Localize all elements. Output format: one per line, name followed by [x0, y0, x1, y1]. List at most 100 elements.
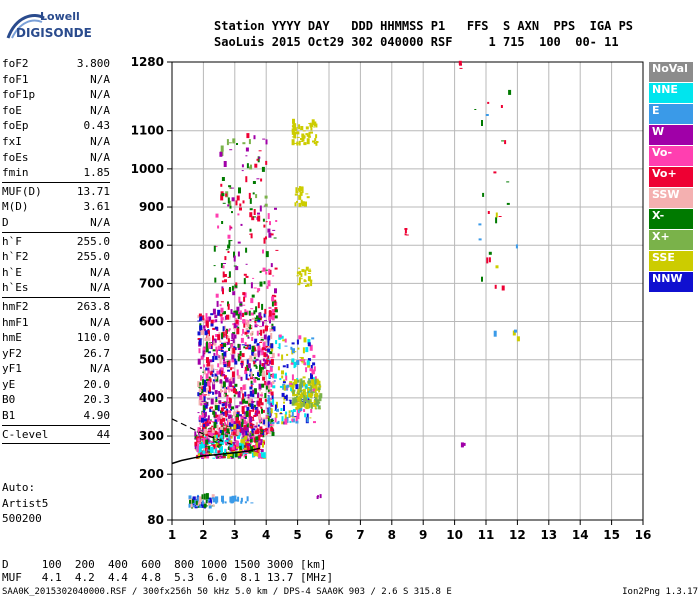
echo-point	[226, 428, 230, 434]
echo-point	[212, 379, 215, 384]
echo-point	[261, 383, 265, 388]
echo-point	[265, 428, 268, 431]
echo-point	[305, 395, 307, 398]
echo-point	[227, 386, 230, 390]
echo-point	[303, 392, 307, 395]
echo-point	[222, 373, 225, 376]
echo-point	[256, 315, 259, 320]
echo-point	[285, 411, 288, 415]
echo-point	[198, 348, 201, 354]
echo-point	[230, 418, 234, 424]
echo-point	[315, 399, 319, 406]
echo-point	[272, 399, 275, 405]
echo-point	[240, 223, 243, 226]
auto-code: 500200	[2, 512, 42, 525]
echo-point	[299, 400, 302, 407]
echo-point	[193, 499, 197, 504]
echo-point	[268, 306, 272, 309]
echo-point	[237, 496, 240, 502]
echo-point	[204, 369, 206, 375]
echo-point	[298, 408, 301, 410]
echo-point	[223, 361, 227, 367]
echo-point	[260, 457, 264, 459]
echo-point	[209, 432, 213, 435]
echo-point	[210, 498, 213, 504]
echo-point	[311, 369, 314, 375]
echo-point	[237, 213, 240, 216]
echo-point	[211, 373, 214, 377]
echo-point	[207, 428, 211, 430]
legend-item-sse: SSE	[649, 251, 693, 271]
echo-point	[307, 388, 310, 391]
echo-point	[487, 211, 490, 214]
echo-point	[310, 131, 313, 134]
echo-point	[214, 373, 218, 378]
echo-point	[190, 501, 194, 508]
param-separator	[2, 296, 110, 298]
echo-point	[263, 224, 266, 228]
echo-point	[201, 455, 205, 458]
echo-point	[208, 378, 212, 383]
echo-point	[284, 338, 287, 343]
y-tick-label: 500	[139, 353, 164, 367]
echo-point	[317, 387, 320, 391]
y-tick-label: 900	[139, 200, 164, 214]
echo-point	[207, 359, 210, 365]
echo-point	[212, 383, 216, 390]
echo-point	[247, 394, 251, 397]
echo-point	[269, 351, 273, 355]
echo-point	[237, 314, 240, 319]
echo-point	[262, 329, 265, 334]
echo-point	[223, 263, 226, 264]
echo-point	[188, 495, 192, 500]
echo-point	[245, 176, 248, 183]
echo-point	[299, 359, 303, 362]
param-name: h`Es	[2, 281, 29, 295]
echo-point	[219, 151, 223, 157]
echo-point	[293, 366, 296, 369]
echo-point	[289, 400, 292, 405]
echo-point	[208, 445, 210, 451]
echo-point	[259, 281, 263, 287]
echo-point	[298, 277, 301, 284]
echo-point	[310, 280, 313, 287]
echo-point	[221, 439, 224, 445]
echo-point	[246, 394, 249, 396]
echo-point	[225, 377, 229, 383]
echo-point	[267, 385, 271, 390]
echo-points	[188, 60, 520, 509]
echo-point	[220, 413, 224, 416]
echo-point	[233, 424, 236, 430]
echo-point	[264, 398, 267, 402]
echo-point	[241, 443, 244, 449]
echo-point	[242, 313, 245, 317]
echo-point	[259, 205, 262, 212]
echo-point	[306, 417, 309, 423]
echo-point	[228, 185, 232, 188]
echo-point	[265, 271, 268, 275]
echo-point	[250, 403, 254, 405]
echo-point	[245, 373, 248, 380]
echo-point	[241, 334, 243, 336]
echo-point	[305, 367, 308, 373]
echo-point	[227, 251, 230, 253]
echo-point	[294, 403, 298, 406]
echo-point	[208, 376, 211, 379]
echo-point	[213, 440, 217, 443]
echo-point	[290, 387, 293, 392]
echo-point	[219, 355, 223, 360]
echo-point	[226, 366, 230, 368]
echo-point	[307, 358, 311, 362]
echo-point	[206, 422, 210, 426]
param-separator	[2, 443, 110, 445]
echo-point	[225, 432, 229, 435]
echo-point	[207, 449, 210, 451]
echo-point	[310, 127, 313, 131]
footer-version: Ion2Png 1.3.17	[622, 587, 698, 597]
echo-point	[249, 436, 253, 443]
echo-point	[230, 390, 233, 392]
echo-point	[203, 503, 207, 508]
echo-point	[304, 269, 307, 276]
echo-point	[222, 407, 226, 410]
